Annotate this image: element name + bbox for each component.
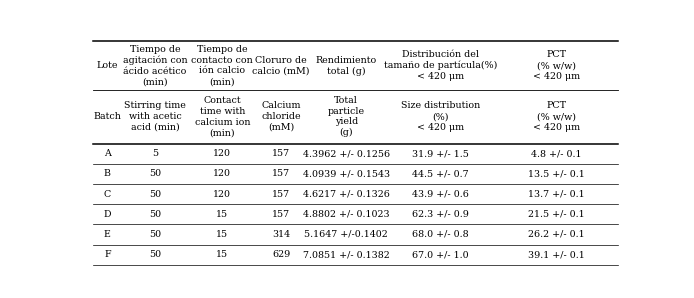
- Text: 4.8 +/- 0.1: 4.8 +/- 0.1: [532, 149, 582, 158]
- Text: D: D: [103, 210, 111, 219]
- Text: Distribución del
tamaño de partícula(%)
< 420 μm: Distribución del tamaño de partícula(%) …: [384, 50, 498, 81]
- Text: Contact
time with
calcium ion
(min): Contact time with calcium ion (min): [194, 96, 250, 137]
- Text: F: F: [104, 250, 110, 259]
- Text: 50: 50: [149, 190, 161, 198]
- Text: 4.8802 +/- 0.1023: 4.8802 +/- 0.1023: [303, 210, 389, 219]
- Text: 26.2 +/- 0.1: 26.2 +/- 0.1: [528, 230, 585, 239]
- Text: 120: 120: [213, 169, 231, 179]
- Text: B: B: [104, 169, 111, 179]
- Text: 44.5 +/- 0.7: 44.5 +/- 0.7: [412, 169, 469, 179]
- Text: 4.6217 +/- 0.1326: 4.6217 +/- 0.1326: [303, 190, 389, 198]
- Text: 13.5 +/- 0.1: 13.5 +/- 0.1: [528, 169, 585, 179]
- Text: 629: 629: [272, 250, 290, 259]
- Text: 4.3962 +/- 0.1256: 4.3962 +/- 0.1256: [303, 149, 390, 158]
- Text: 67.0 +/- 1.0: 67.0 +/- 1.0: [412, 250, 469, 259]
- Text: Lote: Lote: [96, 61, 118, 70]
- Text: Batch: Batch: [94, 112, 121, 121]
- Text: 157: 157: [272, 210, 290, 219]
- Text: Stirring time
with acetic
acid (min): Stirring time with acetic acid (min): [124, 101, 186, 132]
- Text: PCT
(% w/w)
< 420 μm: PCT (% w/w) < 420 μm: [533, 50, 580, 81]
- Text: 15: 15: [217, 230, 228, 239]
- Text: 21.5 +/- 0.1: 21.5 +/- 0.1: [528, 210, 585, 219]
- Text: 50: 50: [149, 230, 161, 239]
- Text: Tiempo de
agitación con
ácido acético
(min): Tiempo de agitación con ácido acético (m…: [123, 45, 187, 86]
- Text: 15: 15: [217, 210, 228, 219]
- Text: Tiempo de
contacto con
ión calcio
(min): Tiempo de contacto con ión calcio (min): [192, 45, 253, 86]
- Text: Rendimiento
total (g): Rendimiento total (g): [316, 56, 377, 75]
- Text: 39.1 +/- 0.1: 39.1 +/- 0.1: [528, 250, 585, 259]
- Text: E: E: [104, 230, 111, 239]
- Text: 7.0851 +/- 0.1382: 7.0851 +/- 0.1382: [303, 250, 389, 259]
- Text: 5: 5: [152, 149, 158, 158]
- Text: 157: 157: [272, 190, 290, 198]
- Text: 15: 15: [217, 250, 228, 259]
- Text: 31.9 +/- 1.5: 31.9 +/- 1.5: [412, 149, 469, 158]
- Text: 50: 50: [149, 250, 161, 259]
- Text: Total
particle
yield
(g): Total particle yield (g): [328, 96, 365, 137]
- Text: 43.9 +/- 0.6: 43.9 +/- 0.6: [412, 190, 469, 198]
- Text: 120: 120: [213, 149, 231, 158]
- Text: 314: 314: [272, 230, 290, 239]
- Text: Calcium
chloride
(mM): Calcium chloride (mM): [262, 101, 301, 132]
- Text: 13.7 +/- 0.1: 13.7 +/- 0.1: [528, 190, 585, 198]
- Text: A: A: [104, 149, 111, 158]
- Text: 4.0939 +/- 0.1543: 4.0939 +/- 0.1543: [303, 169, 390, 179]
- Text: 68.0 +/- 0.8: 68.0 +/- 0.8: [412, 230, 469, 239]
- Text: C: C: [103, 190, 111, 198]
- Text: 50: 50: [149, 169, 161, 179]
- Text: 157: 157: [272, 169, 290, 179]
- Text: 157: 157: [272, 149, 290, 158]
- Text: 5.1647 +/-0.1402: 5.1647 +/-0.1402: [305, 230, 388, 239]
- Text: 50: 50: [149, 210, 161, 219]
- Text: PCT
(% w/w)
< 420 μm: PCT (% w/w) < 420 μm: [533, 101, 580, 132]
- Text: 120: 120: [213, 190, 231, 198]
- Text: 62.3 +/- 0.9: 62.3 +/- 0.9: [412, 210, 469, 219]
- Text: Cloruro de
calcio (mM): Cloruro de calcio (mM): [253, 56, 310, 75]
- Text: Size distribution
(%)
< 420 μm: Size distribution (%) < 420 μm: [401, 101, 480, 132]
